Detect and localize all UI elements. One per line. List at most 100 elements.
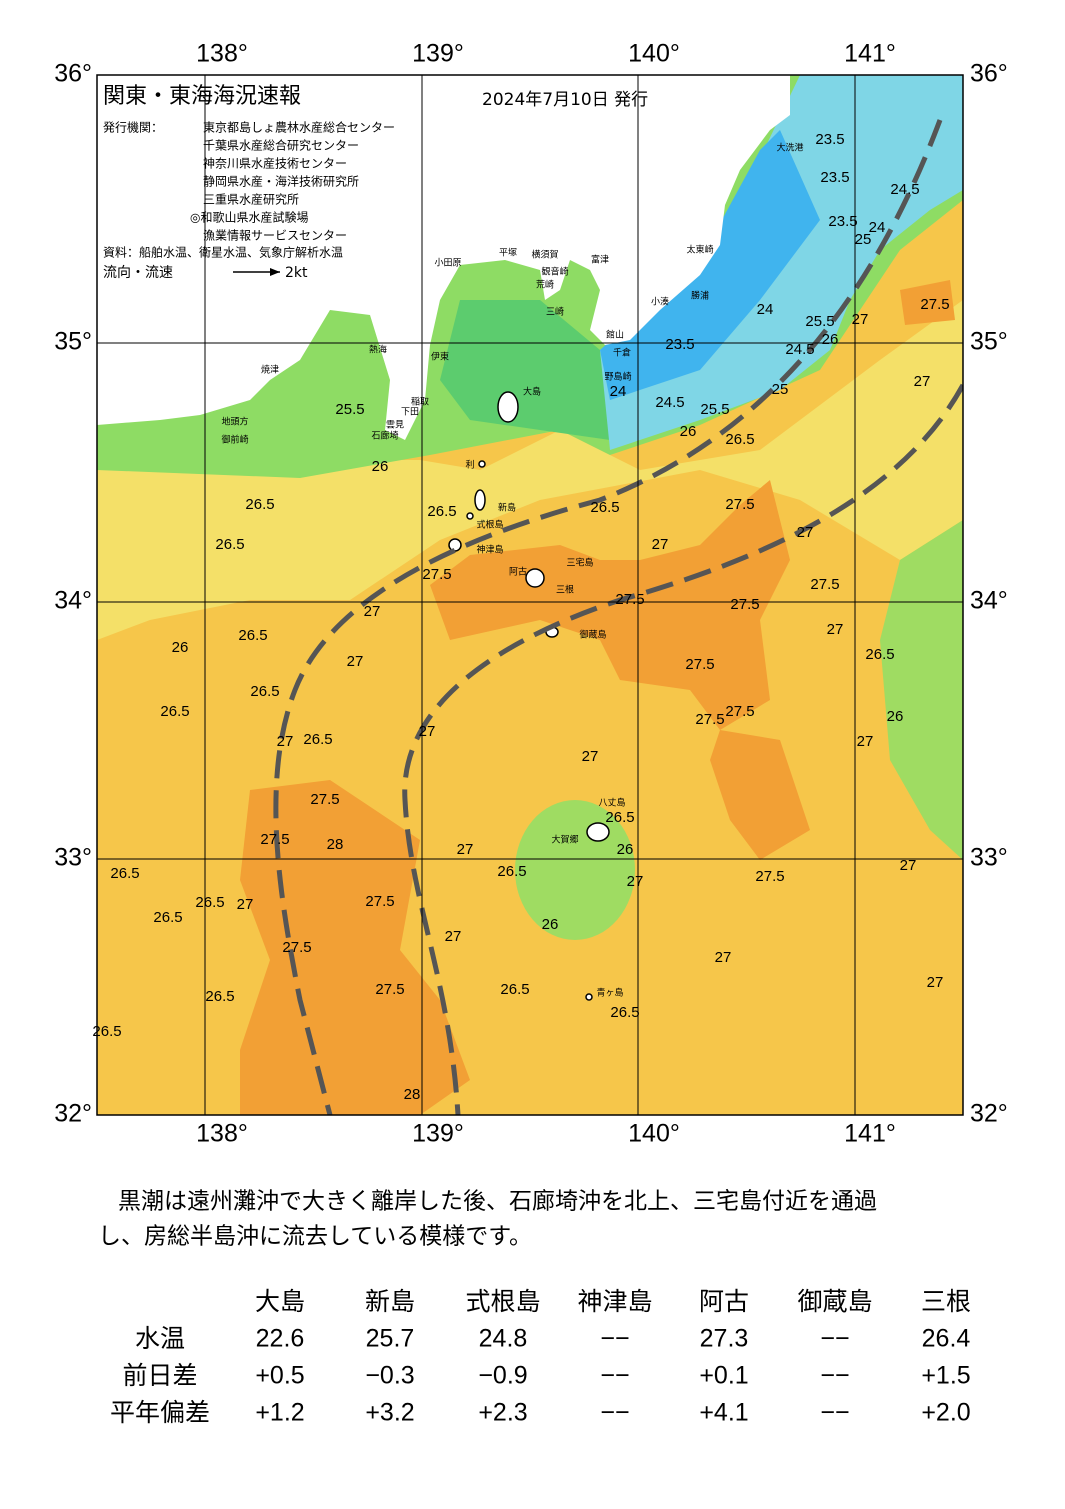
place-name: 横須賀	[531, 249, 558, 261]
place-name: 観音崎	[541, 266, 568, 278]
issuer: 静岡県水産・海洋技術研究所	[203, 174, 359, 189]
place-name: 千倉	[613, 347, 631, 359]
issuer: 神奈川県水産技術センター	[203, 156, 347, 171]
contour-label: 27.5	[615, 591, 644, 608]
contour-label: 27	[715, 949, 732, 966]
table-cell: +4.1	[699, 1399, 748, 1427]
contour-label: 26	[617, 841, 634, 858]
issue-date: 2024年7月10日 発行	[482, 90, 648, 110]
cool-area	[880, 520, 963, 860]
lat-label: 34°	[970, 587, 1008, 615]
map-frame	[96, 74, 964, 1116]
contour-label: 27	[627, 873, 644, 890]
place-name: 熱海	[369, 344, 387, 356]
lon-label: 141°	[844, 40, 896, 68]
table-header: 新島	[365, 1287, 415, 1316]
contour-label: 26.5	[205, 988, 234, 1005]
place-name: 新島	[498, 502, 516, 514]
place-name: 平塚	[499, 248, 517, 259]
contour-label: 26	[172, 639, 189, 656]
issuer: ◎和歌山県水産試験場	[190, 210, 308, 225]
issuer: 千葉県水産総合研究センター	[203, 138, 359, 153]
table-cell: −−	[600, 1362, 629, 1390]
contour-label: 26.5	[427, 503, 456, 520]
place-name: 地頭方	[221, 416, 248, 428]
place-name: 御蔵島	[579, 629, 606, 641]
contour-label: 27.5	[685, 656, 714, 673]
contour-label: 26.5	[245, 496, 274, 513]
contour-label: 23.5	[665, 336, 694, 353]
table-cell: 26.4	[922, 1325, 971, 1353]
contour-label: 27	[445, 928, 462, 945]
contour-label: 27.5	[310, 791, 339, 808]
table-cell: +2.3	[478, 1399, 527, 1427]
map-title: 関東・東海海況速報	[103, 84, 301, 109]
lat-label: 35°	[970, 328, 1008, 356]
island	[478, 460, 486, 468]
contour-label: 26.5	[303, 731, 332, 748]
contour-label: 25	[772, 381, 789, 398]
graticule	[97, 75, 963, 1115]
contour-label: 27	[457, 841, 474, 858]
table-cell: +1.5	[921, 1362, 970, 1390]
place-name: 阿古	[509, 566, 527, 578]
lat-label: 33°	[970, 844, 1008, 872]
contour-label: 26	[542, 916, 559, 933]
contour-label: 27.5	[282, 939, 311, 956]
contour-label: 24.5	[785, 341, 814, 358]
contour-label: 25.5	[700, 401, 729, 418]
place-name: 八丈島	[598, 797, 625, 809]
contour-label: 26.5	[215, 536, 244, 553]
contour-label: 26.5	[605, 809, 634, 826]
contour-label: 27.5	[730, 596, 759, 613]
contour-label: 26.5	[725, 431, 754, 448]
issuer: 東京都島しょ農林水産総合センター	[203, 120, 395, 135]
contour-label: 23.5	[828, 213, 857, 230]
island	[466, 512, 474, 520]
contour-label: 27	[827, 621, 844, 638]
lon-label: 139°	[412, 1120, 464, 1148]
contour-label: 27.5	[755, 868, 784, 885]
contour-label: 27	[652, 536, 669, 553]
contour-label: 27.5	[260, 831, 289, 848]
place-name: 勝浦	[691, 290, 709, 302]
warm-band	[97, 300, 963, 640]
table-header: 大島	[255, 1287, 305, 1316]
contour-label: 23.5	[815, 131, 844, 148]
row-label: 水温	[135, 1324, 185, 1353]
lon-label: 138°	[196, 40, 248, 68]
contour-label: 26.5	[238, 627, 267, 644]
contour-label: 27.5	[725, 496, 754, 513]
contour-label: 26.5	[110, 865, 139, 882]
contour-label: 27.5	[422, 566, 451, 583]
warm-patch	[240, 780, 470, 1115]
table-cell: 25.7	[366, 1325, 415, 1353]
table-cell: +0.5	[255, 1362, 304, 1390]
land	[97, 75, 790, 440]
place-name: 荒崎	[536, 279, 554, 291]
contour-label: 27	[852, 311, 869, 328]
contour-label: 27	[364, 603, 381, 620]
contour-label: 27	[900, 857, 917, 874]
contour-label: 27	[347, 653, 364, 670]
contour-label: 24.5	[655, 394, 684, 411]
issuer-label: 発行機関：	[103, 120, 163, 135]
cold-water	[600, 130, 820, 400]
lat-label: 33°	[54, 844, 92, 872]
contour-label: 27.5	[725, 703, 754, 720]
description: 黒潮は遠州灘沖で大きく離岸した後、石廊埼沖を北上、三宅島付近を通過	[118, 1189, 877, 1215]
contour-label: 27.5	[810, 576, 839, 593]
table-cell: 24.8	[479, 1325, 528, 1353]
contour-label: 25.5	[335, 401, 364, 418]
issuer: 漁業情報サービスセンター	[203, 229, 347, 243]
contour-label: 24	[757, 301, 774, 318]
current-legend: 流向・流速	[103, 265, 173, 281]
contour-label: 26	[822, 331, 839, 348]
table-cell: −−	[600, 1399, 629, 1427]
lat-label: 35°	[54, 328, 92, 356]
lon-label: 140°	[628, 40, 680, 68]
table-cell: −0.9	[478, 1362, 527, 1390]
place-name: 石廊埼	[371, 430, 398, 442]
place-name: 青ヶ島	[596, 987, 623, 999]
